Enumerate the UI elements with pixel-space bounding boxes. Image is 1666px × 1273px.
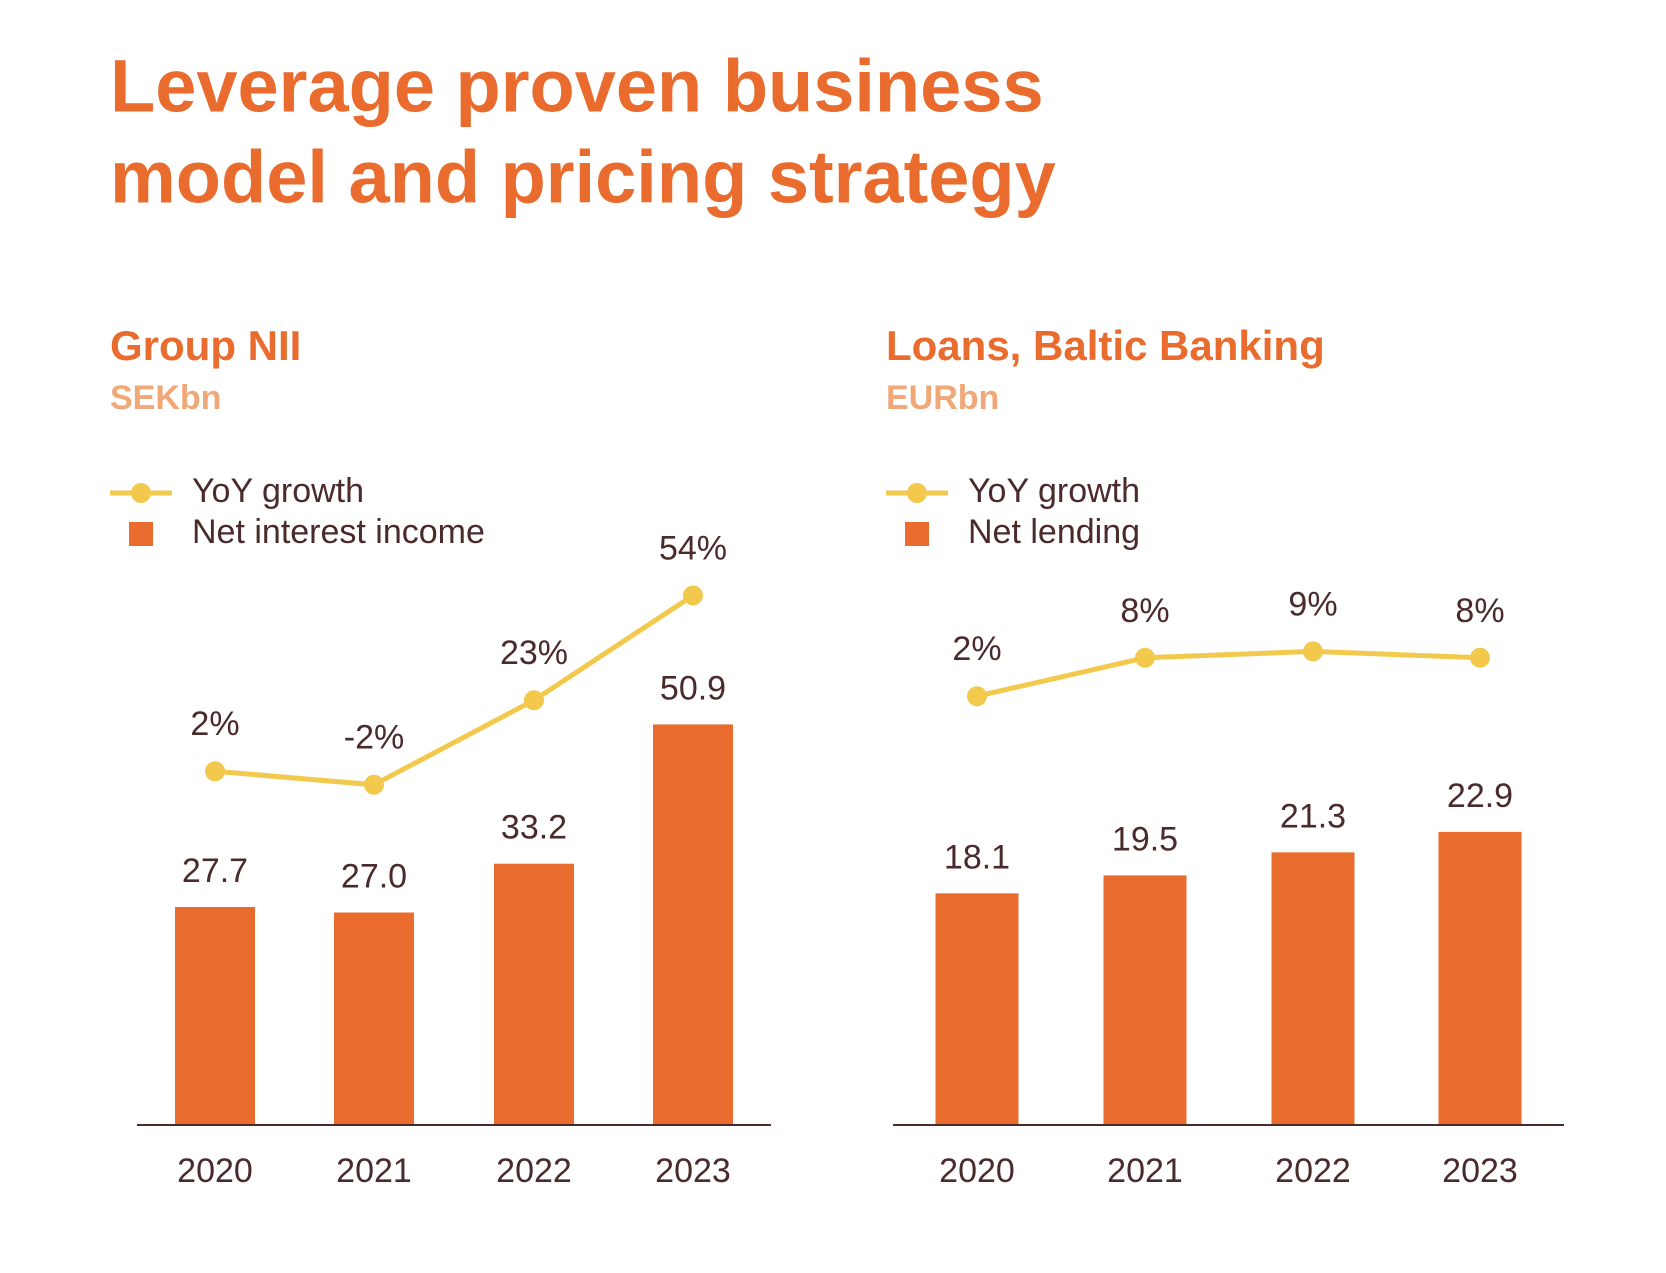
page-title-line: model and pricing strategy xyxy=(110,136,1056,219)
legend-swatch xyxy=(905,522,929,546)
legend-label: YoY growth xyxy=(968,472,1140,510)
x-tick-label: 2022 xyxy=(1275,1152,1351,1190)
line-point xyxy=(1470,647,1490,668)
line-point xyxy=(524,690,544,711)
line xyxy=(976,648,1481,699)
bar xyxy=(1271,852,1355,1125)
x-tick-label: 2023 xyxy=(1442,1152,1518,1190)
line-value-label: 8% xyxy=(1455,592,1504,630)
x-tick-label: 2023 xyxy=(655,1152,731,1190)
bar xyxy=(653,724,733,1125)
x-tick-label: 2020 xyxy=(177,1152,253,1190)
page-title-line: Leverage proven business xyxy=(110,45,1044,128)
line-point xyxy=(205,761,225,782)
legend-marker xyxy=(131,483,151,503)
line-value-label: 2% xyxy=(190,705,239,743)
bar-value-label: 50.9 xyxy=(660,669,726,707)
chart-subtitle: SEKbn xyxy=(110,379,221,417)
line-point xyxy=(1135,647,1155,668)
bar xyxy=(1438,831,1522,1125)
chart-subtitle: EURbn xyxy=(886,379,999,417)
x-tick-label: 2021 xyxy=(336,1152,412,1190)
legend-label: Net interest income xyxy=(192,513,485,551)
legend-marker xyxy=(907,483,927,503)
legend-label: Net lending xyxy=(968,513,1140,551)
chart-title: Loans, Baltic Banking xyxy=(886,322,1325,369)
legend-swatch xyxy=(129,522,153,546)
line-value-label: -2% xyxy=(344,719,404,757)
line-point xyxy=(1303,641,1323,662)
line-value-label: 2% xyxy=(952,630,1001,668)
bar xyxy=(334,912,414,1125)
line-point xyxy=(683,585,703,606)
bar-value-label: 33.2 xyxy=(501,809,567,847)
bar xyxy=(494,863,574,1125)
bar-value-label: 18.1 xyxy=(944,838,1010,876)
bar xyxy=(935,893,1019,1125)
line-value-label: 8% xyxy=(1120,592,1169,630)
bar xyxy=(175,907,255,1125)
chart-title: Group NII xyxy=(110,322,301,369)
x-tick-label: 2021 xyxy=(1107,1152,1183,1190)
bar xyxy=(1103,875,1187,1125)
line-value-label: 9% xyxy=(1288,585,1337,623)
x-tick-label: 2022 xyxy=(496,1152,572,1190)
x-tick-label: 2020 xyxy=(939,1152,1015,1190)
line-point xyxy=(967,686,987,707)
line-point xyxy=(364,774,384,795)
line-value-label: 23% xyxy=(500,634,568,672)
legend-label: YoY growth xyxy=(192,472,364,510)
bar-value-label: 19.5 xyxy=(1112,820,1178,858)
line xyxy=(214,593,695,788)
bar-value-label: 27.7 xyxy=(182,852,248,890)
bar-value-label: 27.0 xyxy=(341,857,407,895)
bar-value-label: 22.9 xyxy=(1447,777,1513,815)
bar-value-label: 21.3 xyxy=(1280,797,1346,835)
line-value-label: 54% xyxy=(659,529,727,567)
